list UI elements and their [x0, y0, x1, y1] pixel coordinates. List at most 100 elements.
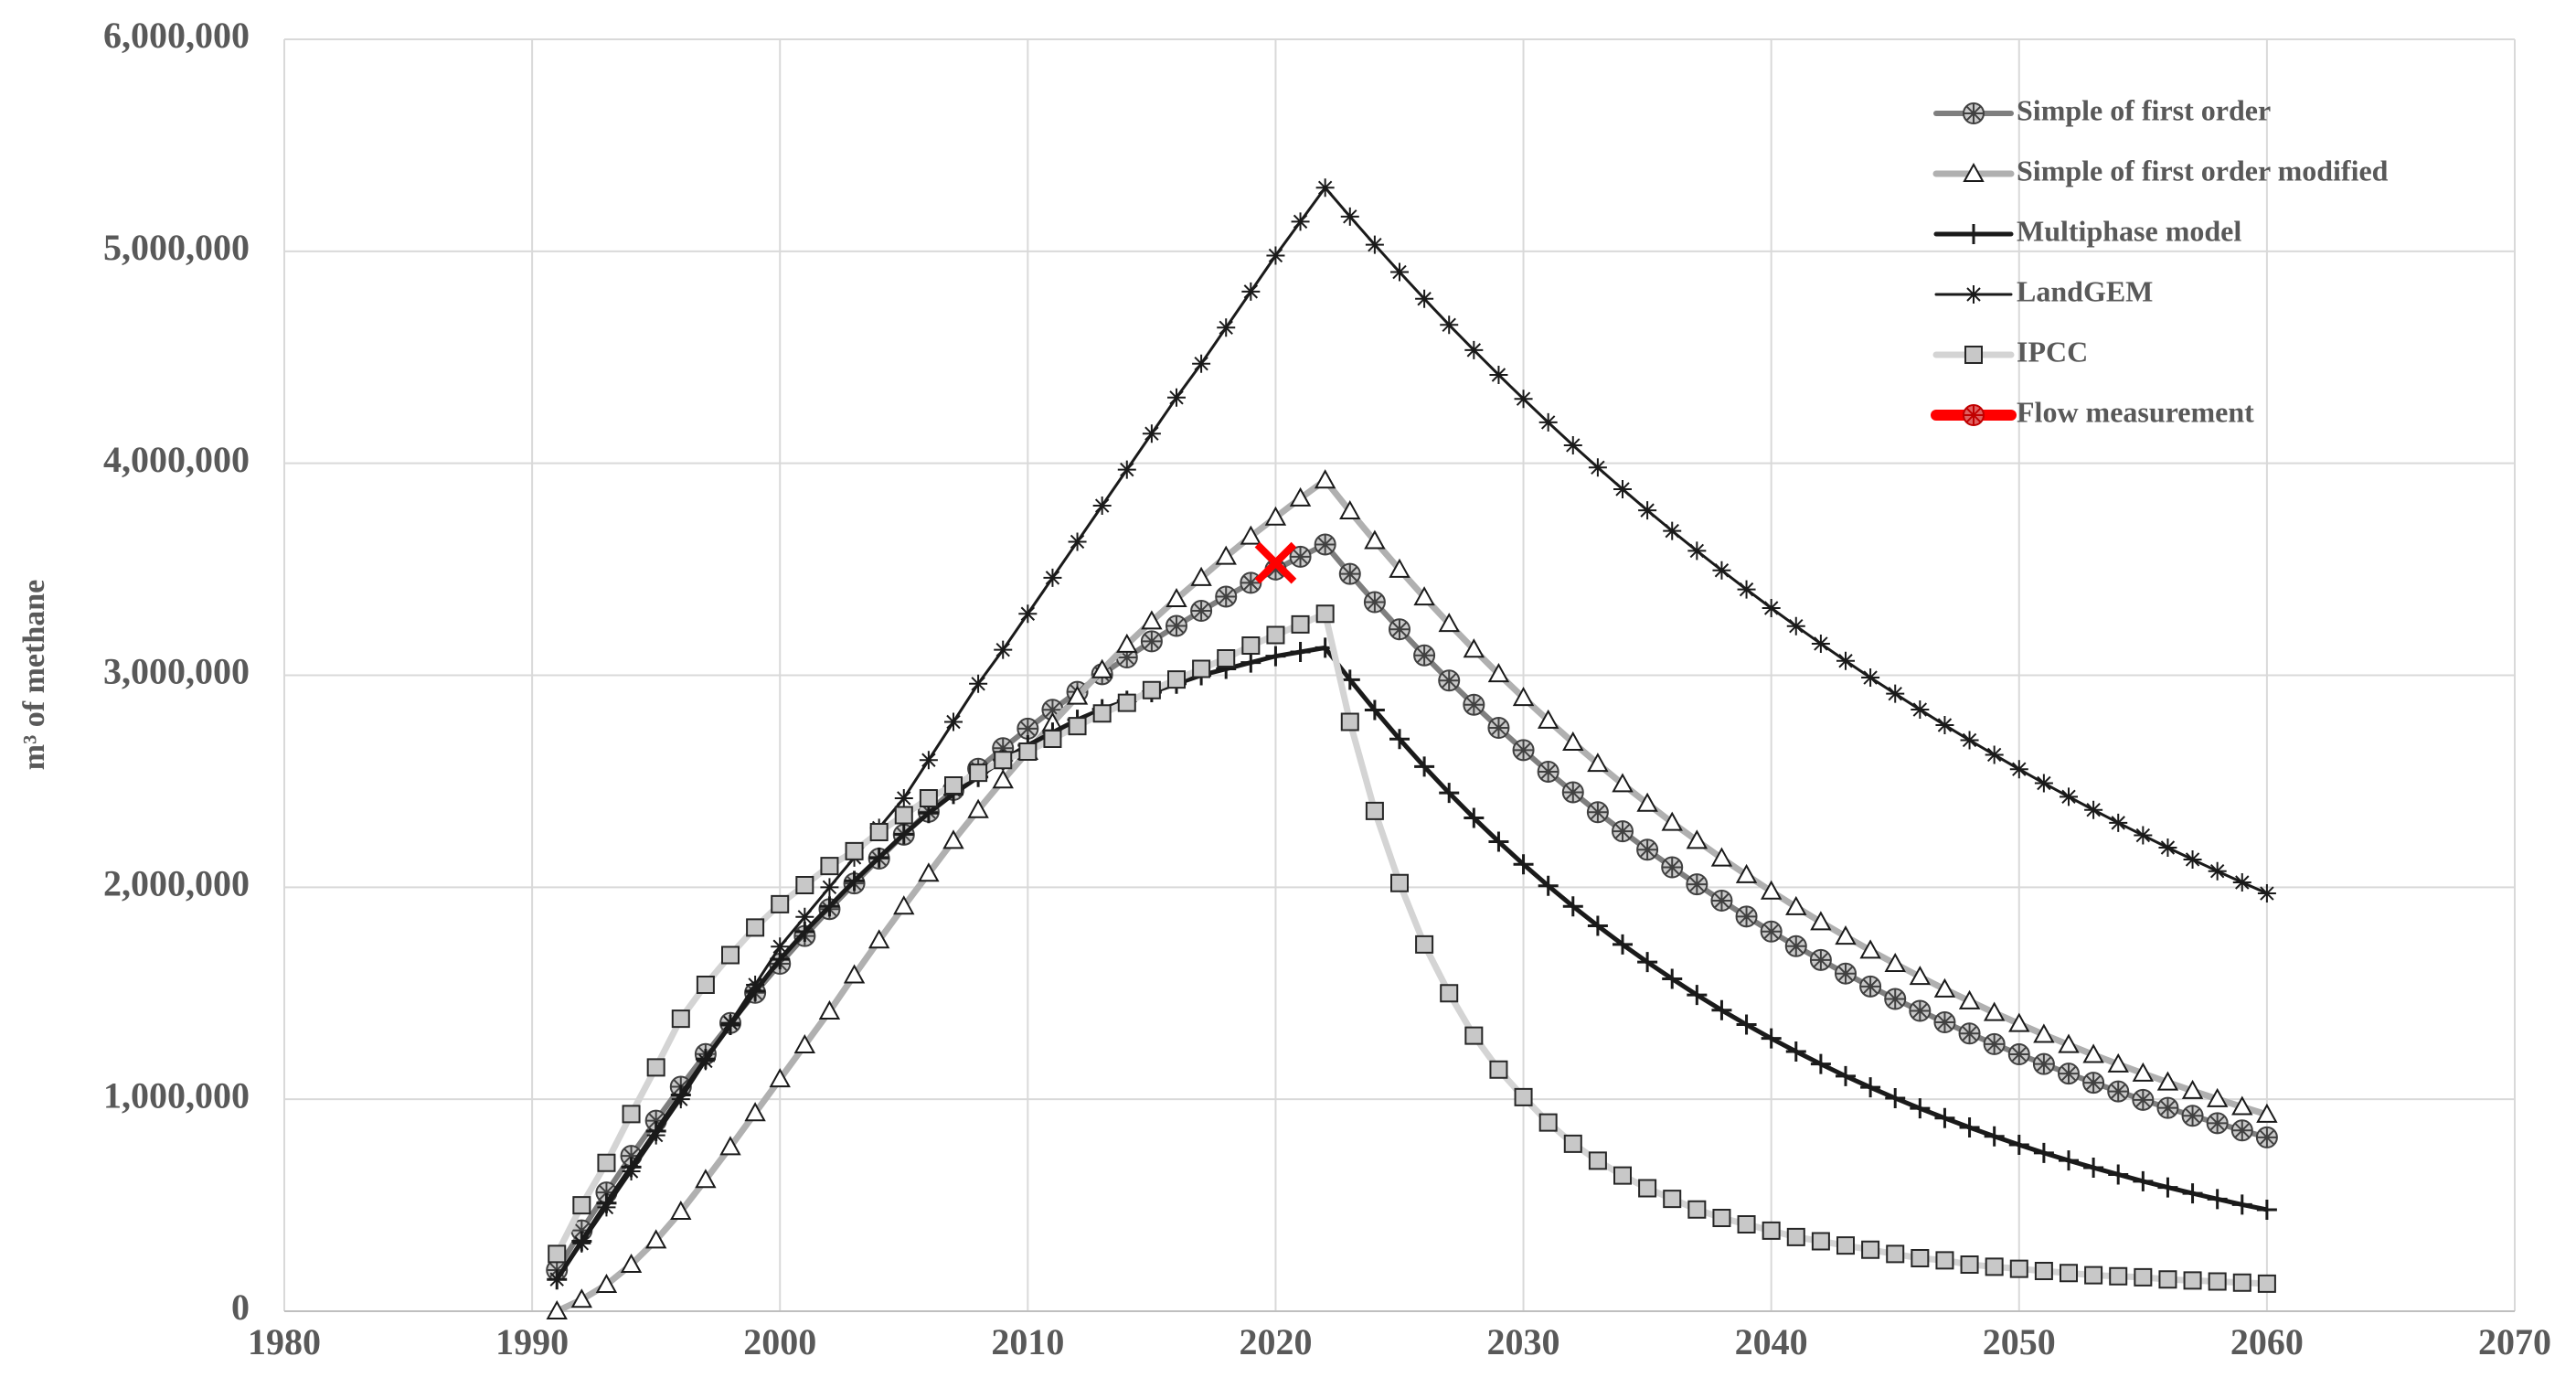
data-point [1017, 718, 1039, 740]
data-point [1289, 486, 1312, 507]
data-point [1254, 541, 1297, 584]
data-point [1413, 644, 1436, 667]
data-point [1835, 925, 1857, 945]
data-point [1290, 641, 1311, 662]
data-point [1588, 458, 1607, 477]
data-point [795, 876, 814, 895]
data-point [1440, 984, 1459, 1003]
y-tick-label: 2,000,000 [103, 863, 250, 904]
data-point [1612, 820, 1634, 843]
data-point [1785, 1041, 1806, 1062]
y-tick-label: 3,000,000 [103, 651, 250, 692]
data-point [2183, 1271, 2202, 1290]
series-line [555, 645, 2268, 1281]
data-point [1836, 651, 1855, 670]
data-point [721, 945, 740, 965]
y-axis-label: m³ of methane [17, 580, 51, 770]
data-point [1339, 500, 1361, 520]
data-point [2059, 1150, 2079, 1171]
y-tick-label: 0 [231, 1287, 250, 1328]
data-point [1712, 1208, 1731, 1227]
data-point [1562, 896, 1583, 917]
data-point [1710, 847, 1733, 867]
legend-marker [1963, 102, 1985, 124]
data-point [1933, 1011, 1956, 1033]
data-point [1291, 614, 1310, 634]
data-point [1390, 262, 1409, 282]
data-point [1192, 659, 1211, 678]
data-point [1117, 693, 1136, 712]
x-tick-label: 2010 [991, 1321, 1064, 1362]
data-point [1737, 1214, 1756, 1233]
data-point [2232, 873, 2251, 892]
data-point [1364, 700, 1385, 721]
data-point [1909, 999, 1932, 1022]
data-point [969, 764, 988, 783]
data-point [1018, 742, 1038, 761]
series-line [555, 186, 2268, 1281]
data-point [1588, 1151, 1607, 1170]
data-point [2109, 813, 2128, 832]
data-point [994, 640, 1013, 659]
data-point [2231, 1095, 2253, 1116]
data-point [2158, 838, 2177, 857]
data-point [1960, 1255, 1979, 1274]
data-point [1389, 729, 1410, 750]
data-point [1192, 354, 1211, 373]
data-point [746, 975, 765, 994]
data-point [819, 896, 840, 917]
data-point [1638, 501, 1657, 520]
data-point [646, 1126, 665, 1145]
data-point [1389, 558, 1410, 578]
data-point [1784, 934, 1807, 957]
data-point [2181, 1105, 2204, 1127]
data-point [1561, 781, 1584, 804]
data-point [1886, 684, 1905, 703]
y-tick-label: 5,000,000 [103, 227, 250, 268]
data-point [1116, 633, 1138, 653]
data-point [820, 857, 839, 876]
legend-marker [1964, 346, 1983, 364]
data-point [2008, 1135, 2029, 1156]
data-point [2257, 884, 2276, 903]
x-tick-label: 2030 [1487, 1321, 1560, 1362]
data-point [1933, 977, 1956, 998]
data-point [1886, 1244, 1905, 1264]
legend-label: LandGEM [2017, 274, 2153, 307]
data-point [1314, 533, 1336, 556]
data-point [1885, 1088, 1906, 1109]
data-point [1415, 934, 1434, 954]
data-point [1538, 875, 1559, 896]
data-point [1737, 580, 1756, 599]
data-point [1613, 479, 1632, 498]
data-point [1190, 600, 1213, 622]
data-point [1389, 618, 1411, 641]
data-point [744, 1102, 766, 1122]
data-point [1861, 668, 1880, 688]
data-point [1241, 636, 1261, 656]
data-point [1712, 561, 1731, 580]
data-point [2058, 1033, 2080, 1053]
data-point [2208, 1272, 2227, 1291]
data-point [1390, 873, 1409, 892]
data-point [1215, 585, 1238, 608]
data-point [1859, 939, 1881, 959]
data-point [1438, 669, 1461, 692]
data-point [1463, 638, 1485, 658]
data-point [1464, 340, 1484, 359]
data-point [1463, 693, 1485, 716]
data-point [1985, 745, 2004, 764]
data-point [2007, 1043, 2030, 1065]
data-point [1859, 975, 1882, 998]
data-point [696, 1052, 715, 1071]
data-point [1710, 890, 1733, 912]
data-point [919, 788, 938, 807]
y-tick-label: 4,000,000 [103, 439, 250, 480]
data-point [620, 1253, 643, 1273]
data-point [1487, 717, 1510, 739]
data-point [1340, 712, 1359, 732]
data-point [1661, 856, 1684, 879]
data-point [695, 1169, 717, 1189]
data-point [1934, 1107, 1955, 1128]
data-point [1836, 1065, 1856, 1086]
